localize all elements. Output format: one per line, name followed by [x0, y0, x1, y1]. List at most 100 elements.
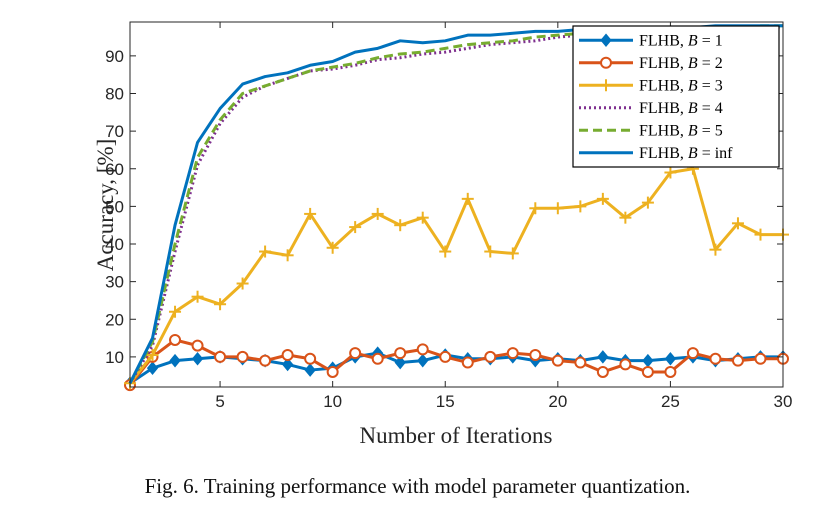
legend-marker	[600, 33, 612, 48]
data-point	[416, 343, 429, 356]
series-2	[124, 333, 789, 392]
data-point	[664, 166, 677, 179]
data-point	[394, 219, 407, 232]
data-point	[416, 211, 429, 224]
data-point	[214, 298, 227, 311]
data-point	[281, 249, 294, 262]
y-tick-label: 60	[105, 160, 124, 179]
y-tick-label: 10	[105, 348, 124, 367]
data-point	[169, 305, 182, 318]
data-point	[326, 365, 339, 378]
data-point	[596, 192, 609, 205]
data-point	[304, 207, 317, 220]
data-point	[484, 245, 497, 258]
data-point	[506, 347, 519, 360]
data-point	[642, 353, 654, 368]
data-point	[574, 356, 587, 369]
data-point	[191, 351, 204, 366]
x-tick-label: 5	[215, 392, 224, 411]
x-tick-label: 25	[661, 392, 680, 411]
legend-entry: FLHB, B = 1	[579, 32, 723, 49]
data-point	[371, 207, 384, 220]
data-point	[394, 347, 407, 360]
figure-caption: Fig. 6. Training performance with model …	[144, 474, 691, 498]
data-point	[686, 347, 699, 360]
legend-entry: FLHB, B = 4	[579, 100, 723, 117]
data-point	[619, 211, 632, 224]
x-tick-label: 20	[548, 392, 567, 411]
data-point	[191, 290, 204, 303]
series-line-5	[128, 24, 783, 384]
chart: 5 10 15 20 25 30 10 20 30 40 50 60 70 80 90 Number of …	[93, 21, 792, 448]
legend-label: FLHB, B = inf	[639, 145, 733, 162]
legend-entry: FLHB, B = inf	[579, 145, 733, 162]
x-tick-label: 15	[436, 392, 455, 411]
data-point	[461, 192, 474, 205]
data-point	[754, 228, 767, 241]
data-point	[709, 243, 722, 256]
data-point	[596, 365, 609, 378]
data-point	[641, 196, 654, 209]
data-point	[214, 350, 227, 363]
axis-ticks: 5 10 15 20 25 30 10 20 30 40 50 60 70 80 90	[105, 22, 792, 411]
data-point	[304, 352, 317, 365]
y-tick-label: 70	[105, 122, 124, 141]
data-point	[236, 277, 249, 290]
data-point	[417, 353, 429, 368]
data-point	[281, 357, 294, 372]
data-point	[664, 365, 677, 378]
data-point	[326, 241, 339, 254]
data-point	[484, 350, 497, 363]
data-point	[529, 202, 542, 215]
data-point	[506, 247, 519, 260]
data-point	[259, 354, 272, 367]
data-point	[169, 353, 181, 368]
legend-label: FLHB, B = 3	[639, 77, 723, 94]
legend-box	[572, 25, 780, 168]
y-tick-label: 80	[105, 84, 124, 103]
data-point	[146, 349, 159, 362]
data-point	[551, 202, 564, 215]
data-point	[664, 351, 677, 366]
series-line-2	[128, 338, 783, 387]
legend-entry: FLHB, B = 5	[579, 122, 723, 139]
data-point	[259, 245, 272, 258]
y-tick-label: 20	[105, 310, 124, 329]
y-tick-label: 40	[105, 235, 124, 254]
data-point	[439, 245, 452, 258]
data-point	[349, 221, 362, 234]
legend-label: FLHB, B = 4	[639, 100, 723, 117]
data-point	[641, 365, 654, 378]
x-tick-label: 10	[323, 392, 342, 411]
data-point	[754, 352, 767, 365]
plot-area	[124, 24, 789, 392]
legend-label: FLHB, B = 5	[639, 122, 723, 139]
data-point	[394, 355, 406, 370]
legend-label: FLHB, B = 2	[639, 55, 723, 72]
data-point	[439, 350, 452, 363]
data-point	[169, 333, 182, 346]
series-3	[124, 162, 789, 390]
data-point	[529, 349, 542, 362]
data-point	[731, 354, 744, 367]
series-5	[128, 24, 783, 384]
legend-label: FLHB, B = 1	[639, 32, 723, 49]
data-point	[597, 350, 609, 364]
y-tick-label: 50	[105, 197, 124, 216]
legend-entry: FLHB, B = 2	[579, 55, 723, 72]
data-point	[281, 349, 294, 362]
x-tick-label: 30	[774, 392, 793, 411]
data-point	[551, 354, 564, 367]
data-point	[371, 352, 384, 365]
y-tick-label: 90	[105, 47, 124, 66]
legend: FLHB, B = 1 FLHB, B = 2 FLHB, B = 3 FLHB, B…	[572, 25, 780, 168]
y-axis-title: Accuracy, [%]	[93, 139, 118, 272]
data-point	[191, 339, 204, 352]
data-point	[619, 358, 632, 371]
data-point	[461, 356, 474, 369]
legend-entry: FLHB, B = 3	[579, 77, 723, 94]
data-point	[236, 350, 249, 363]
plot-frame	[129, 21, 784, 388]
series-line-3	[128, 167, 783, 385]
data-point	[304, 363, 316, 377]
